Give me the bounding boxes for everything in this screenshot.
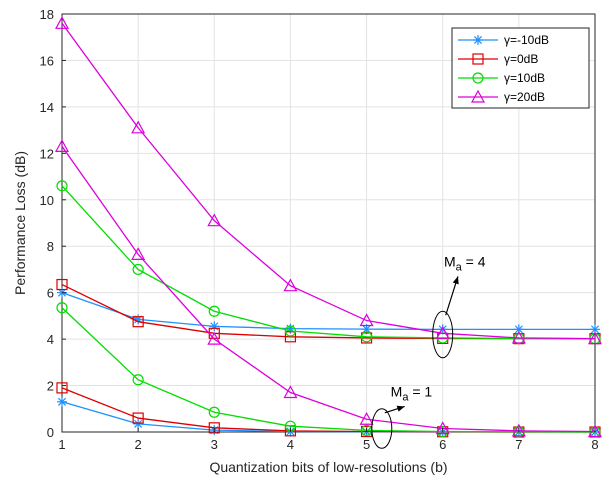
annotation-label: Ma = 1 xyxy=(391,383,433,403)
data-point xyxy=(207,213,222,227)
data-point xyxy=(132,263,144,276)
data-point xyxy=(56,382,68,394)
legend-entry: γ=0dB xyxy=(458,52,538,66)
series-line xyxy=(61,292,595,331)
legend-marker xyxy=(470,89,486,103)
data-point xyxy=(359,313,374,327)
legend-label: γ=10dB xyxy=(504,71,545,85)
y-tick-label: 0 xyxy=(47,425,54,440)
y-tick-label: 14 xyxy=(40,100,54,115)
data-point xyxy=(587,424,603,438)
y-tick-label: 16 xyxy=(40,53,54,68)
asterisk-stroke xyxy=(362,325,371,334)
x-tick-labels: 1 2 3 4 5 6 7 8 xyxy=(58,428,599,452)
data-point xyxy=(209,321,220,332)
data-point xyxy=(131,120,146,134)
legend-box xyxy=(451,27,590,109)
data-point xyxy=(208,406,220,418)
y-tick-label: 6 xyxy=(47,286,54,301)
data-point xyxy=(284,325,297,337)
data-point xyxy=(360,331,373,343)
annotation-label: Ma = 4 xyxy=(444,253,486,273)
data-point xyxy=(359,411,374,425)
y-tick-label: 10 xyxy=(40,193,54,208)
y-tick-label: 18 xyxy=(40,7,54,22)
data-point xyxy=(590,324,600,335)
x-tick-label: 6 xyxy=(439,437,446,452)
series-8 xyxy=(54,139,603,438)
data-point xyxy=(56,278,68,291)
series-line xyxy=(61,185,596,340)
x-tick-label: 4 xyxy=(287,437,294,452)
annotation-ellipse xyxy=(371,408,393,449)
x-axis-label: Quantization bits of low-resolutions (b) xyxy=(209,459,447,475)
data-point xyxy=(57,396,67,407)
x-tick-label: 2 xyxy=(135,437,142,452)
x-tick-label: 3 xyxy=(211,437,218,452)
data-point xyxy=(132,412,144,424)
y-tick-label: 4 xyxy=(47,332,54,347)
data-point xyxy=(132,316,144,328)
series-3 xyxy=(56,180,601,345)
data-point xyxy=(435,326,450,339)
series-line xyxy=(61,307,596,433)
data-point xyxy=(283,278,298,292)
data-point xyxy=(133,418,144,429)
x-tick-label: 1 xyxy=(58,437,65,452)
data-point xyxy=(587,331,603,345)
legend-marker xyxy=(472,72,484,84)
data-point xyxy=(511,330,526,344)
x-tick-label: 8 xyxy=(591,437,598,452)
legend: γ=-10dB γ=0dB γ=10dB γ=20dB xyxy=(451,27,590,109)
data-point xyxy=(208,422,220,434)
asterisk-stroke xyxy=(514,325,523,334)
series-line xyxy=(61,145,596,433)
y-tick-labels: 0 2 4 6 8 10 12 14 16 18 xyxy=(40,7,66,440)
data-point xyxy=(284,331,297,343)
data-point xyxy=(513,426,525,438)
y-tick-label: 8 xyxy=(47,239,54,254)
asterisk-stroke xyxy=(57,397,67,406)
data-point xyxy=(56,180,68,192)
y-tick-label: 12 xyxy=(40,146,54,161)
annotation-ma4: Ma = 4 xyxy=(432,253,486,359)
legend-label: γ=0dB xyxy=(504,52,538,66)
y-axis-label: Performance Loss (dB) xyxy=(12,151,28,295)
data-point xyxy=(54,139,70,152)
data-point xyxy=(207,331,222,345)
legend-label: γ=-10dB xyxy=(504,33,549,47)
data-point xyxy=(56,302,68,314)
legend-marker xyxy=(472,53,484,65)
data-point xyxy=(131,247,146,260)
x-tick-label: 7 xyxy=(515,437,522,452)
legend-entry: γ=10dB xyxy=(458,71,545,85)
series-4 xyxy=(54,16,603,345)
data-point xyxy=(435,421,450,435)
annotation-ellipse xyxy=(432,310,454,359)
data-point xyxy=(54,16,70,29)
data-point xyxy=(283,385,298,399)
data-point xyxy=(208,305,220,317)
asterisk-stroke xyxy=(473,35,483,45)
annotation-ma1: Ma = 1 xyxy=(371,383,433,449)
data-point xyxy=(511,423,526,437)
asterisk-stroke xyxy=(134,419,143,428)
annotation-arrowhead xyxy=(396,405,405,412)
legend-label: γ=20dB xyxy=(504,90,545,104)
y-tick-label: 2 xyxy=(47,379,54,394)
series-line xyxy=(61,22,596,340)
legend-entry: γ=20dB xyxy=(458,89,545,104)
asterisk-stroke xyxy=(590,325,600,334)
x-tick-label: 5 xyxy=(363,437,370,452)
annotation-layer: Ma = 4 Ma = 1 xyxy=(371,253,486,449)
annotation-arrowhead xyxy=(452,276,459,285)
legend-marker xyxy=(473,35,483,45)
legend-entry: γ=-10dB xyxy=(458,33,549,47)
data-point xyxy=(132,374,144,386)
